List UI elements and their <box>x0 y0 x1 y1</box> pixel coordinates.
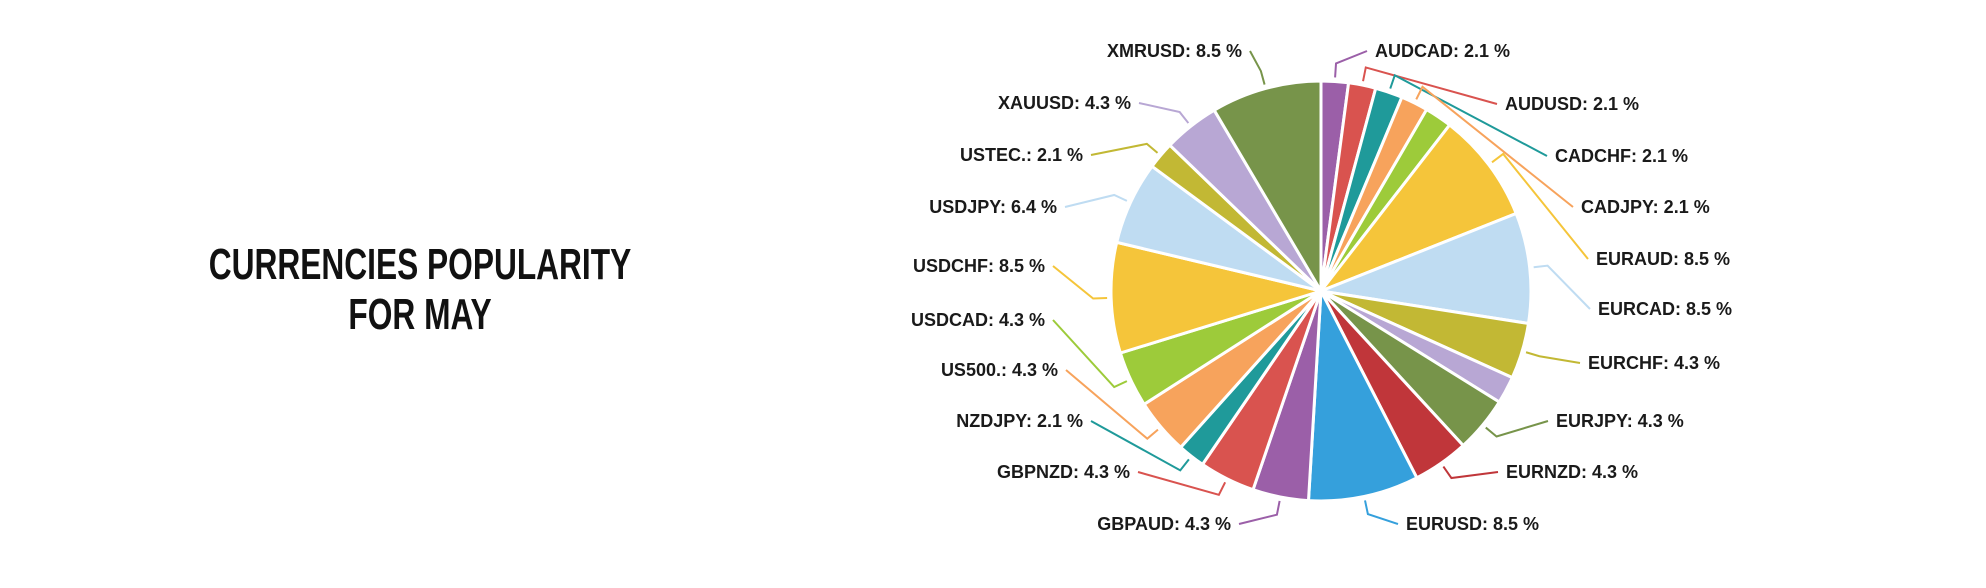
data-label: AUDUSD: 2.1 % <box>1505 94 1639 114</box>
leader-line <box>1525 351 1581 364</box>
leader-line <box>1064 193 1128 208</box>
leader-line <box>1052 265 1108 300</box>
leader-line <box>1533 264 1591 310</box>
chart-title-line-2: FOR MAY <box>348 290 492 339</box>
data-label: USDCHF: 8.5 % <box>913 256 1045 276</box>
chart-title: CURRENCIES POPULARITY FOR MAY <box>204 240 636 340</box>
leader-line <box>1415 85 1574 208</box>
data-label: AUDCAD: 2.1 % <box>1375 41 1510 61</box>
data-label: US500.: 4.3 % <box>941 360 1058 380</box>
data-label: GBPNZD: 4.3 % <box>997 462 1130 482</box>
data-label: XAUUSD: 4.3 % <box>998 93 1131 113</box>
data-label: CADCHF: 2.1 % <box>1555 146 1688 166</box>
leader-line <box>1137 471 1227 497</box>
leader-line <box>1334 50 1368 78</box>
data-label: EURJPY: 4.3 % <box>1556 411 1684 431</box>
leader-line <box>1364 500 1399 525</box>
leader-line <box>1090 420 1190 472</box>
data-label: XMRUSD: 8.5 % <box>1107 41 1242 61</box>
data-label: USDJPY: 6.4 % <box>929 197 1057 217</box>
pie-slice-eurcad <box>1315 211 1533 326</box>
pie-slice-xmrusd <box>1212 79 1323 297</box>
data-label: USTEC.: 2.1 % <box>960 145 1083 165</box>
leader-line <box>1442 465 1499 480</box>
leader-line <box>1362 66 1498 105</box>
data-label: NZDJPY: 2.1 % <box>956 411 1083 431</box>
data-label: CADJPY: 2.1 % <box>1581 197 1710 217</box>
data-label: EURCAD: 8.5 % <box>1598 299 1732 319</box>
pie-slice-eurusd <box>1306 285 1419 503</box>
leader-line <box>1491 152 1589 260</box>
data-label: EURCHF: 4.3 % <box>1588 353 1720 373</box>
chart-title-line-1: CURRENCIES POPULARITY <box>208 240 632 289</box>
leader-line <box>1052 319 1128 389</box>
pie-slice-usdchf <box>1109 240 1327 355</box>
leader-line <box>1065 369 1159 440</box>
leader-line <box>1485 420 1549 438</box>
leader-line <box>1138 102 1190 124</box>
pie-slice-euraud <box>1316 122 1519 295</box>
leader-line <box>1090 142 1159 156</box>
leader-line <box>1389 73 1548 157</box>
data-label: USDCAD: 4.3 % <box>911 310 1045 330</box>
leader-line <box>1249 50 1266 85</box>
data-label: EURAUD: 8.5 % <box>1596 249 1730 269</box>
leader-line <box>1238 500 1281 525</box>
data-label: EURNZD: 4.3 % <box>1506 462 1638 482</box>
data-label: GBPAUD: 4.3 % <box>1097 514 1231 534</box>
data-label: EURUSD: 8.5 % <box>1406 514 1539 534</box>
